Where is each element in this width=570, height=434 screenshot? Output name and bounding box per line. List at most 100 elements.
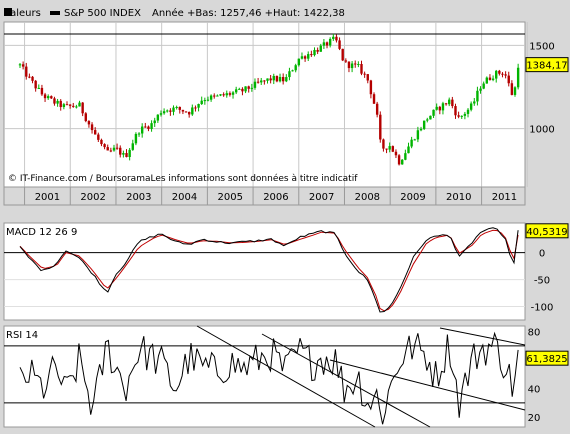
rsi-tick-label: 40 — [528, 385, 541, 396]
series-swatch — [50, 11, 60, 15]
price-candle-body — [435, 106, 438, 110]
price-candle-body — [166, 110, 169, 112]
price-candle-body — [344, 60, 348, 62]
legend-swatch — [4, 8, 12, 16]
price-candle-body — [93, 130, 97, 135]
year-tick-label: 2004 — [172, 192, 197, 203]
price-candle-body — [416, 130, 420, 140]
price-candle-body — [225, 93, 228, 96]
price-candle-body — [369, 80, 373, 95]
rsi-trendline — [439, 327, 526, 346]
year-tick-label: 2003 — [126, 192, 151, 203]
price-candle-body — [432, 109, 435, 116]
price-candle-body — [97, 134, 100, 140]
price-candle-body — [200, 100, 203, 105]
price-candle-body — [457, 115, 460, 117]
price-candle-body — [488, 77, 492, 80]
price-candle-body — [275, 75, 279, 82]
price-candle-body — [203, 100, 207, 102]
price-candle-body — [426, 119, 429, 121]
price-candle-body — [153, 120, 156, 124]
year-tick-label: 2005 — [217, 192, 242, 203]
price-candle-body — [109, 150, 113, 152]
price-candle-body — [50, 96, 53, 99]
price-candle-body — [379, 114, 382, 140]
price-candle-body — [197, 104, 200, 108]
price-candle-body — [147, 126, 150, 129]
price-candle-body — [300, 56, 304, 59]
year-axis-frame — [3, 186, 526, 206]
copyright-note: © IT-Finance.com / BoursoramaLes informa… — [8, 173, 358, 184]
price-candle-body — [404, 153, 407, 160]
rsi-line — [19, 331, 519, 425]
year-tick-label: 2001 — [35, 192, 60, 203]
price-candle-body — [491, 78, 495, 80]
macd-panel — [3, 222, 526, 321]
price-candle-body — [162, 111, 166, 114]
price-candle-body — [175, 106, 178, 108]
rsi-trendline — [196, 325, 376, 428]
price-candle-body — [181, 109, 185, 112]
price-candle-body — [422, 120, 426, 129]
price-candle-body — [401, 159, 404, 165]
price-candle-body — [485, 77, 489, 84]
macd-title: MACD 12 26 9 — [6, 227, 77, 238]
price-candle-body — [144, 126, 147, 128]
price-candle-body — [244, 86, 247, 92]
price-candle-body — [388, 146, 391, 150]
price-candle-body — [34, 80, 37, 89]
macd-tick-label: -100 — [531, 303, 554, 314]
price-candle-body — [310, 54, 313, 56]
price-candle-body — [294, 65, 297, 71]
price-candle-body — [297, 58, 301, 66]
year-tick-label: 2006 — [263, 192, 288, 203]
price-candle-body — [40, 87, 44, 95]
price-candle-body — [72, 105, 75, 107]
price-candle-body — [429, 115, 432, 120]
macd-tick-label: 0 — [539, 249, 545, 260]
header-label: Valeurs — [4, 8, 41, 19]
price-candle-body — [228, 93, 232, 95]
price-candle-body — [291, 70, 294, 72]
price-candle-body — [281, 76, 285, 82]
price-candle-body — [100, 139, 103, 145]
price-candle-body — [119, 147, 122, 155]
price-candle-body — [413, 139, 416, 141]
price-candle-body — [184, 111, 188, 113]
year-tick-label: 2007 — [309, 192, 334, 203]
price-candle-body — [391, 146, 395, 152]
price-candle-body — [250, 87, 254, 89]
price-candle-body — [75, 106, 78, 108]
price-candle-body — [473, 101, 476, 104]
price-candle-body — [253, 81, 257, 88]
price-candle-body — [206, 99, 210, 101]
price-candle-body — [62, 104, 66, 108]
price-candle-body — [438, 106, 442, 111]
price-candle-body — [375, 103, 379, 115]
price-candle-body — [234, 89, 238, 93]
year-tick-label: 2010 — [446, 192, 471, 203]
price-candle-body — [347, 61, 351, 69]
price-candle-body — [21, 64, 25, 67]
price-candle-body — [410, 139, 413, 147]
price-tick-label: 1500 — [529, 41, 554, 52]
price-candle-body — [103, 144, 106, 148]
rsi-value-text: 61,3825 — [526, 354, 567, 365]
price-tick-label: 1000 — [529, 125, 554, 136]
price-candle-body — [419, 128, 423, 131]
macd-value-badge — [525, 223, 569, 239]
price-candle-body — [482, 83, 485, 89]
price-candle-body — [90, 124, 94, 131]
price-candle-body — [238, 88, 241, 90]
price-candle-body — [350, 63, 354, 69]
price-candle-body — [209, 95, 213, 100]
price-candle-body — [338, 40, 341, 49]
rsi-trendline — [261, 333, 431, 428]
price-candle-body — [454, 106, 457, 116]
rsi-panel — [3, 325, 526, 428]
price-candle-body — [241, 88, 244, 92]
price-candle-body — [172, 107, 175, 112]
price-candle-body — [216, 95, 219, 97]
price-candle-body — [357, 64, 360, 66]
price-candle-body — [219, 94, 222, 96]
